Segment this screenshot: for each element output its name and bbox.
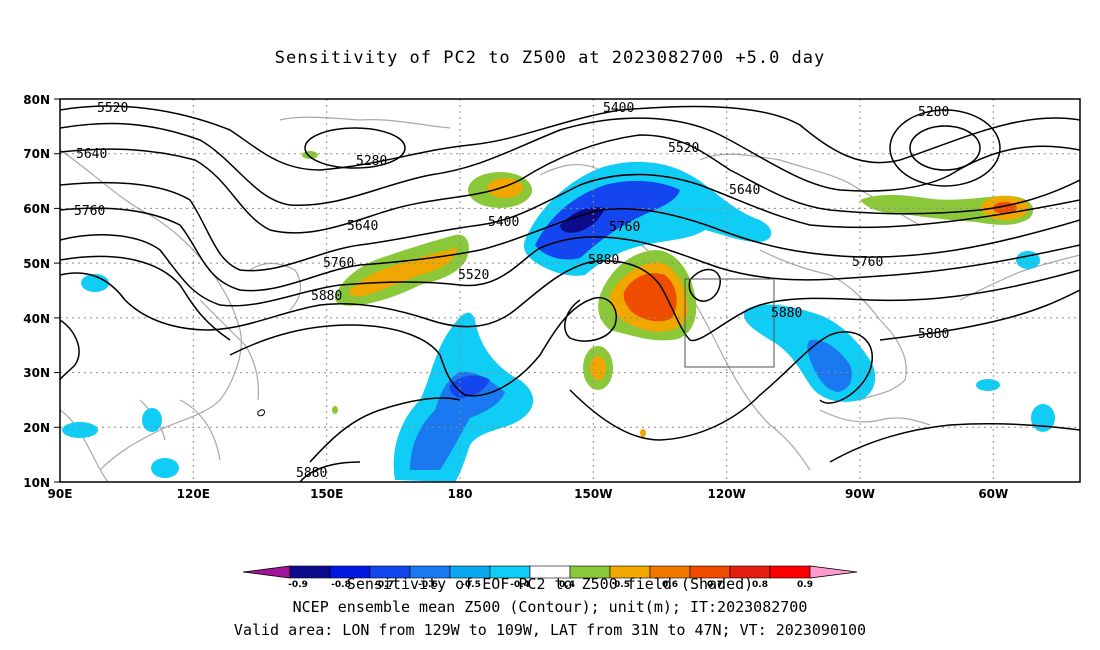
contour-label: 5880 <box>918 327 949 342</box>
caption-valid-area: Valid area: LON from 129W to 109W, LAT f… <box>233 621 867 639</box>
caption-contour: NCEP ensemble mean Z500 (Contour); unit(… <box>292 598 808 616</box>
colorbar-label: -0.5 <box>461 580 481 590</box>
sensitivity-shading <box>62 151 1055 482</box>
positive-blob-baja-core <box>590 356 606 380</box>
lat-label: 80N <box>23 93 50 107</box>
z500-contours <box>60 105 1080 482</box>
contour-label: 5760 <box>609 220 640 235</box>
latitude-labels: 80N 70N 60N 50N 40N 30N 20N 10N <box>23 93 50 490</box>
contour-label: 5640 <box>729 183 760 198</box>
colorbar-labels: -0.9 -0.8 -0.7 -0.6 -0.5 -0.4 0.4 0.5 0.… <box>288 580 813 590</box>
lat-label: 50N <box>23 257 50 271</box>
negative-core-north-pacific <box>535 180 680 260</box>
contour-label: 5520 <box>458 268 489 283</box>
colorbar-label: -0.9 <box>288 580 308 590</box>
contour-label: 5640 <box>347 219 378 234</box>
contour-labels: 5520 5400 5280 5640 5280 5520 5760 5640 … <box>74 101 949 481</box>
lon-label: 120E <box>177 487 210 501</box>
contour-label: 5400 <box>603 101 634 116</box>
contour-label: 5880 <box>588 253 619 268</box>
colorbar-cells <box>289 565 811 579</box>
colorbar-label: 0.5 <box>614 580 630 590</box>
contour-label: 5640 <box>76 147 107 162</box>
valid-area-box <box>684 278 775 368</box>
negative-blob-1 <box>81 274 109 292</box>
negative-blob-4 <box>62 422 98 438</box>
longitude-labels: 90E 120E 150E 180 150W 120W 90W 60W <box>48 487 1009 501</box>
lat-label: 40N <box>23 312 50 326</box>
contour-label: 5760 <box>323 256 354 271</box>
negative-blob-5 <box>1031 404 1055 432</box>
contour-label: 5880 <box>311 289 342 304</box>
colorbar-label: 0.9 <box>797 580 813 590</box>
negative-blob-3 <box>151 458 179 478</box>
lon-label: 120W <box>708 487 746 501</box>
lat-label: 30N <box>23 366 50 380</box>
negative-core-central-pacific <box>410 371 505 470</box>
lon-label: 60W <box>978 487 1008 501</box>
colorbar: -0.9 -0.8 -0.7 -0.6 -0.5 -0.4 0.4 0.5 0.… <box>242 565 858 590</box>
caption-shading: Sensitivity of EOF PC2 to Z500 field (Sh… <box>346 575 754 593</box>
contour-label: 5760 <box>852 255 883 270</box>
lon-label: 150W <box>574 487 612 501</box>
axis-ticks <box>54 98 60 483</box>
colorbar-label: -0.4 <box>510 580 530 590</box>
lat-label: 20N <box>23 421 50 435</box>
contour-label: 5520 <box>97 101 128 116</box>
positive-core-west-coast <box>623 273 677 322</box>
lon-label: 180 <box>447 487 472 501</box>
contour-label: 5880 <box>771 306 802 321</box>
colorbar-label: 0.4 <box>559 580 575 590</box>
plot-frame <box>59 98 1081 483</box>
contour-label: 5280 <box>356 154 387 169</box>
contour-label: 5880 <box>296 466 327 481</box>
contour-label: 5280 <box>918 105 949 120</box>
colorbar-label: -0.8 <box>331 580 351 590</box>
negative-blob-7 <box>976 379 1000 391</box>
colorbar-label: 0.6 <box>662 580 678 590</box>
lon-label: 150E <box>310 487 343 501</box>
positive-core-kuril <box>349 248 458 297</box>
lat-label: 70N <box>23 147 50 161</box>
contour-label: 5760 <box>74 204 105 219</box>
contour-label: 5520 <box>668 141 699 156</box>
lon-label: 90W <box>845 487 875 501</box>
colorbar-label: 0.7 <box>707 580 723 590</box>
colorbar-label: -0.6 <box>418 580 438 590</box>
negative-core-gulf <box>807 339 852 392</box>
colorbar-pos-arrow <box>809 565 858 579</box>
lon-label: 90E <box>48 487 73 501</box>
negative-blob-2 <box>142 408 162 432</box>
colorbar-label: -0.7 <box>374 580 394 590</box>
lat-label: 60N <box>23 202 50 216</box>
positive-blob-tiny <box>640 429 646 437</box>
lat-label: 10N <box>23 476 50 490</box>
positive-blob-tiny2 <box>332 406 338 414</box>
colorbar-label: 0.8 <box>752 580 768 590</box>
plot-title: Sensitivity of PC2 to Z500 at 2023082700… <box>274 48 826 68</box>
contour-label: 5400 <box>488 215 519 230</box>
